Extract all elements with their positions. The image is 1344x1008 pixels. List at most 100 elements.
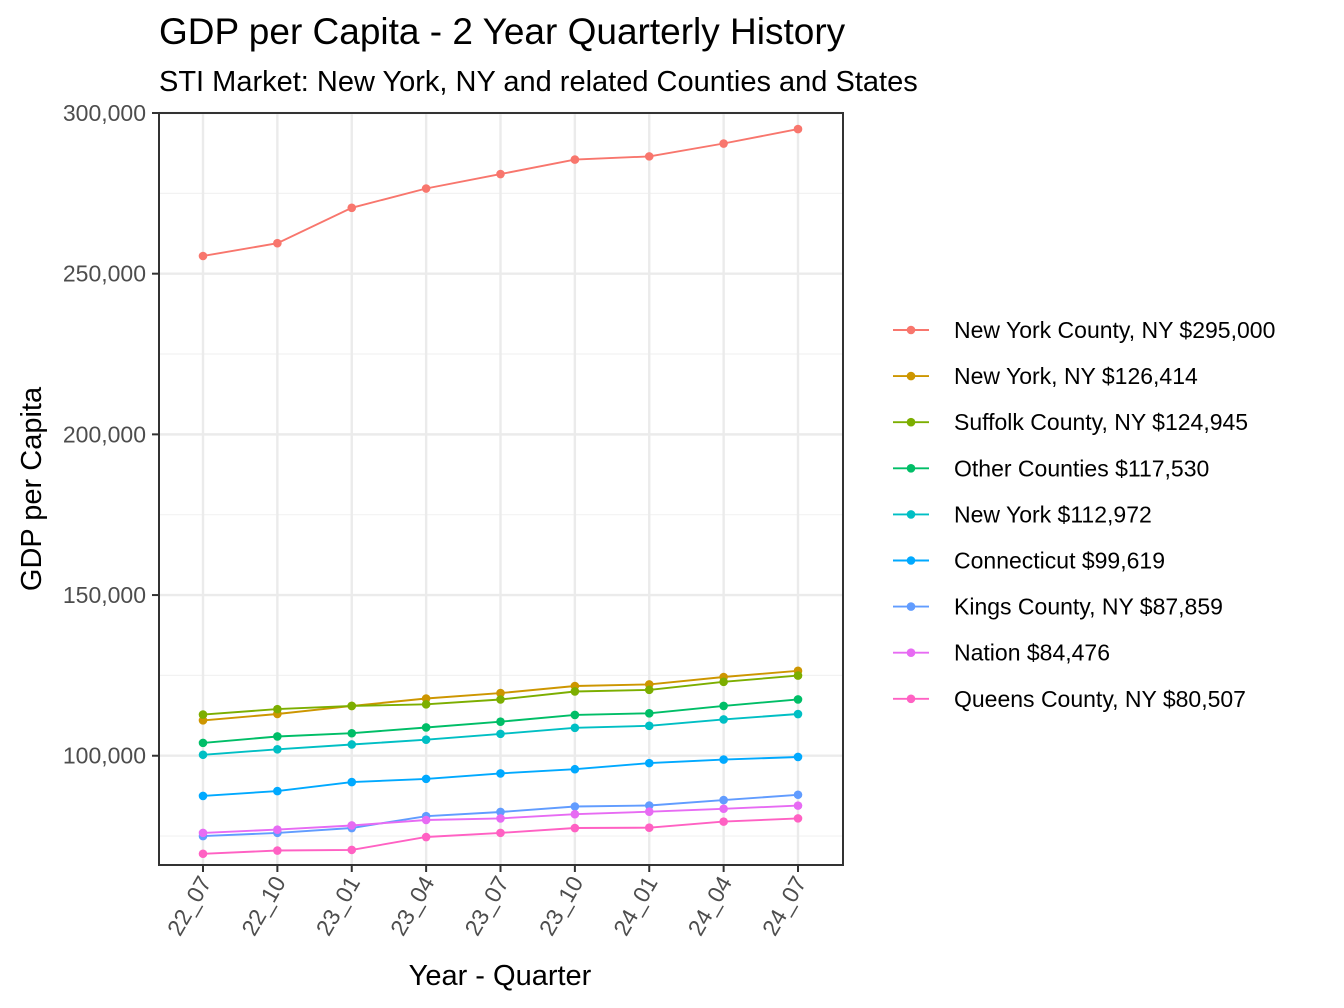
- legend-label: New York County, NY $295,000: [954, 317, 1275, 343]
- legend-key-point: [906, 417, 916, 427]
- plot-panel: [159, 111, 843, 865]
- data-point: [793, 801, 803, 810]
- data-point: [347, 740, 357, 749]
- data-point: [644, 685, 654, 695]
- series-6: [198, 790, 803, 841]
- x-tick-label: 22_07: [162, 872, 217, 940]
- data-point: [719, 139, 728, 148]
- legend: New York County, NY $295,000 New York, NY…: [893, 317, 1275, 712]
- data-point: [421, 832, 431, 842]
- data-point: [570, 687, 580, 696]
- legend-key-point: [906, 464, 916, 473]
- legend-key-point: [906, 648, 916, 657]
- data-point: [496, 729, 505, 739]
- data-point: [793, 709, 803, 719]
- legend-label: Kings County, NY $87,859: [954, 594, 1223, 620]
- data-point: [198, 710, 208, 719]
- chart-subtitle: STI Market: New York, NY and related Cou…: [159, 66, 918, 98]
- data-point: [793, 695, 803, 704]
- data-point: [347, 728, 357, 738]
- series-4: [198, 709, 803, 760]
- data-point: [347, 821, 357, 830]
- data-point: [644, 823, 654, 833]
- data-point: [793, 124, 803, 134]
- data-point: [421, 723, 431, 732]
- y-tick-label: 300,000: [63, 100, 146, 126]
- data-point: [719, 715, 728, 724]
- legend-key-point: [906, 694, 916, 704]
- legend-label: Other Counties $117,530: [954, 455, 1209, 481]
- data-point: [644, 758, 654, 768]
- y-tick-label: 250,000: [63, 261, 146, 287]
- data-point: [347, 777, 357, 787]
- data-point: [421, 815, 431, 825]
- data-point: [198, 251, 208, 261]
- data-point: [496, 688, 505, 698]
- legend-label: New York $112,972: [954, 501, 1152, 527]
- x-tick-label: 23_01: [311, 872, 366, 940]
- data-point: [496, 769, 505, 778]
- x-axis-title: Year - Quarter: [409, 960, 592, 992]
- data-point: [273, 704, 282, 714]
- data-point: [273, 846, 282, 855]
- data-point: [347, 701, 357, 711]
- data-point: [198, 750, 208, 760]
- data-point: [793, 752, 803, 762]
- data-point: [421, 184, 431, 193]
- data-point: [719, 701, 728, 711]
- data-point: [273, 786, 282, 796]
- data-point: [719, 795, 728, 805]
- data-point: [644, 709, 654, 718]
- data-point: [198, 791, 208, 801]
- legend-label: Connecticut $99,619: [954, 548, 1165, 574]
- y-tick-label: 150,000: [63, 582, 146, 608]
- data-point: [421, 774, 431, 784]
- series-5: [198, 752, 803, 801]
- data-point: [347, 845, 357, 855]
- series-layer: [198, 124, 803, 859]
- panel-border: [158, 112, 844, 866]
- series-3: [198, 695, 803, 748]
- data-point: [570, 823, 580, 833]
- data-point: [570, 710, 580, 720]
- legend-label: Suffolk County, NY $124,945: [954, 409, 1248, 435]
- data-point: [719, 677, 728, 687]
- data-point: [421, 735, 431, 744]
- data-point: [644, 807, 654, 816]
- data-point: [793, 814, 803, 823]
- data-point: [570, 764, 580, 774]
- legend-label: Nation $84,476: [954, 640, 1110, 666]
- y-tick-label: 200,000: [63, 421, 146, 447]
- series-7: [198, 801, 803, 838]
- data-point: [273, 825, 282, 834]
- data-point: [273, 238, 282, 248]
- legend-label: New York, NY $126,414: [954, 363, 1198, 389]
- data-point: [496, 814, 505, 823]
- legend-item: Connecticut $99,619: [893, 548, 1165, 574]
- x-tick-label: 23_04: [385, 871, 440, 940]
- data-point: [719, 804, 728, 814]
- legend-item: New York $112,972: [893, 501, 1152, 527]
- data-point: [198, 828, 208, 838]
- x-axis-ticks: 22_07 22_10 23_01 23_04 23_07 23_10 24_01 24_04…: [162, 865, 811, 940]
- data-point: [273, 732, 282, 741]
- legend-item: Nation $84,476: [893, 640, 1110, 666]
- data-point: [719, 755, 728, 764]
- data-point: [719, 817, 728, 826]
- data-point: [496, 695, 505, 704]
- data-point: [793, 790, 803, 800]
- y-tick-label: 100,000: [63, 743, 146, 769]
- y-axis-ticks: 100,000 150,000 200,000 250,000 300,000: [63, 100, 159, 769]
- data-point: [793, 671, 803, 680]
- data-point: [644, 801, 654, 810]
- data-point: [198, 738, 208, 748]
- data-point: [570, 155, 580, 164]
- legend-key-point: [906, 325, 916, 335]
- legend-label: Queens County, NY $80,507: [954, 686, 1246, 712]
- legend-item: Other Counties $117,530: [893, 455, 1209, 481]
- data-point: [496, 807, 505, 817]
- data-point: [198, 849, 208, 859]
- data-point: [570, 802, 580, 811]
- x-tick-label: 23_10: [534, 872, 589, 940]
- data-point: [570, 809, 580, 819]
